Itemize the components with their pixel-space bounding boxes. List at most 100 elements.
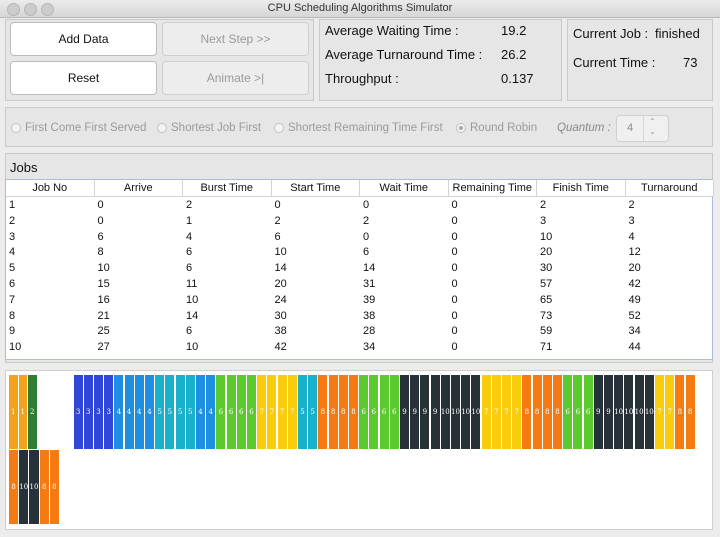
table-row[interactable]: 8 21 14 30 38 0 73 52	[6, 310, 712, 325]
throughput-value: 0.137	[501, 71, 534, 86]
gantt-block: 5	[155, 375, 166, 449]
table-cell: 0	[451, 230, 458, 243]
column-header[interactable]: Burst Time	[183, 180, 272, 197]
column-header[interactable]: Finish Time	[537, 180, 626, 197]
minimize-window-icon[interactable]	[24, 3, 37, 16]
maximize-window-icon[interactable]	[41, 3, 54, 16]
stepper-down-icon[interactable]: ⌄	[649, 127, 656, 136]
table-cell: 73	[540, 309, 553, 322]
gantt-block: 8	[318, 375, 329, 449]
table-cell: 6	[97, 230, 104, 243]
jobs-table: Job No Arrive Burst Time Start Time Wait Tim…	[5, 179, 714, 360]
gantt-block: 7	[654, 375, 666, 449]
table-row[interactable]: 6 15 11 20 31 0 57 42	[6, 278, 712, 293]
table-cell: 2	[363, 214, 370, 227]
table-row[interactable]: 7 16 10 24 39 0 65 49	[6, 294, 712, 309]
table-cell: 0	[451, 293, 458, 306]
table-cell: 2	[9, 214, 16, 227]
radio-round-robin[interactable]: Round Robin	[456, 122, 537, 134]
table-cell: 6	[274, 230, 281, 243]
avg-turnaround-value: 26.2	[501, 47, 527, 62]
table-row[interactable]: 1 0 2 0 0 0 2 2	[6, 199, 712, 214]
column-header[interactable]: Remaining Time	[448, 180, 537, 197]
avg-waiting-value: 19.2	[501, 23, 527, 38]
column-header[interactable]: Arrive	[94, 180, 183, 197]
table-cell: 0	[451, 246, 458, 259]
gantt-block: 1	[9, 375, 19, 449]
table-cell: 5	[9, 262, 16, 275]
column-header[interactable]: Turnaround	[625, 180, 714, 197]
table-cell: 34	[363, 341, 376, 354]
table-cell: 34	[628, 325, 641, 338]
table-row[interactable]: 10 27 10 42 34 0 71 44	[6, 341, 712, 356]
table-cell: 10	[186, 293, 199, 306]
gantt-block: 5	[175, 375, 186, 449]
gantt-block: 6	[573, 375, 584, 449]
table-cell: 30	[274, 309, 287, 322]
gantt-block: 8	[328, 375, 339, 449]
table-cell: 10	[274, 246, 287, 259]
table-cell: 10	[186, 341, 199, 354]
table-cell: 16	[97, 293, 110, 306]
table-cell: 65	[540, 293, 553, 306]
radio-sjf[interactable]: Shortest Job First	[157, 122, 261, 134]
gantt-block: 5	[165, 375, 176, 449]
table-cell: 6	[186, 262, 193, 275]
gantt-block: 4	[144, 375, 156, 449]
table-cell: 3	[540, 214, 547, 227]
quantum-stepper[interactable]: 4 ⌃ ⌄	[616, 115, 669, 142]
stepper-divider	[643, 116, 644, 141]
table-row[interactable]: 4 8 6 10 6 0 20 12	[6, 246, 712, 261]
table-cell: 0	[451, 325, 458, 338]
radio-srtf-label: Shortest Remaining Time First	[288, 122, 443, 134]
radio-fcfs[interactable]: First Come First Served	[11, 122, 146, 134]
column-header[interactable]: Wait Time	[360, 180, 449, 197]
radio-sjf-label: Shortest Job First	[171, 122, 262, 134]
radio-sjf-indicator	[157, 123, 167, 133]
table-cell: 31	[363, 278, 376, 290]
table-row[interactable]: 5 10 6 14 14 0 30 20	[6, 262, 712, 277]
gantt-block: 8	[552, 375, 564, 449]
quantum-input[interactable]: 4	[627, 122, 634, 134]
column-header[interactable]: Start Time	[271, 180, 360, 197]
table-cell: 10	[9, 341, 22, 354]
table-cell: 15	[97, 278, 110, 290]
add-data-button[interactable]: Add Data	[10, 22, 157, 56]
gantt-block: 8	[522, 375, 533, 449]
table-cell: 71	[540, 341, 553, 354]
table-row[interactable]: 2 0 1 2 2 0 3 3	[6, 215, 712, 230]
table-cell: 0	[97, 214, 104, 227]
reset-button[interactable]: Reset	[10, 61, 157, 95]
animate-button[interactable]: Animate >|	[162, 61, 309, 95]
gantt-block: 6	[563, 375, 574, 449]
gantt-block: 4	[206, 375, 217, 449]
table-row[interactable]: 9 25 6 38 28 0 59 34	[6, 325, 712, 340]
table-cell: 0	[451, 278, 458, 290]
table-cell: 0	[451, 262, 458, 275]
gantt-block: 6	[246, 375, 258, 449]
gantt-block: 8	[542, 375, 553, 449]
gantt-block: 8	[39, 450, 50, 524]
table-cell: 14	[186, 309, 199, 322]
gantt-block: 10	[19, 450, 30, 524]
gantt-block: 6	[379, 375, 390, 449]
table-cell: 24	[274, 293, 287, 306]
gantt-block: 10	[461, 375, 472, 449]
table-cell: 0	[451, 309, 458, 322]
stepper-up-icon[interactable]: ⌃	[649, 117, 656, 126]
gantt-block: 5	[185, 375, 196, 449]
stats-panel	[319, 19, 562, 101]
gantt-block: 7	[257, 375, 268, 449]
gantt-block: 6	[583, 375, 594, 449]
gantt-block: 8	[675, 375, 686, 449]
close-window-icon[interactable]	[7, 3, 20, 16]
table-cell: 38	[274, 325, 287, 338]
current-time-value: 73	[683, 55, 698, 70]
next-step-button[interactable]: Next Step >>	[162, 22, 309, 56]
table-row[interactable]: 3 6 4 6 0 0 10 4	[6, 231, 712, 246]
column-header[interactable]: Job No	[6, 180, 95, 197]
table-cell: 0	[274, 199, 281, 211]
radio-srtf[interactable]: Shortest Remaining Time First	[274, 122, 443, 134]
radio-fcfs-label: First Come First Served	[25, 122, 147, 134]
gantt-block: 7	[512, 375, 523, 449]
